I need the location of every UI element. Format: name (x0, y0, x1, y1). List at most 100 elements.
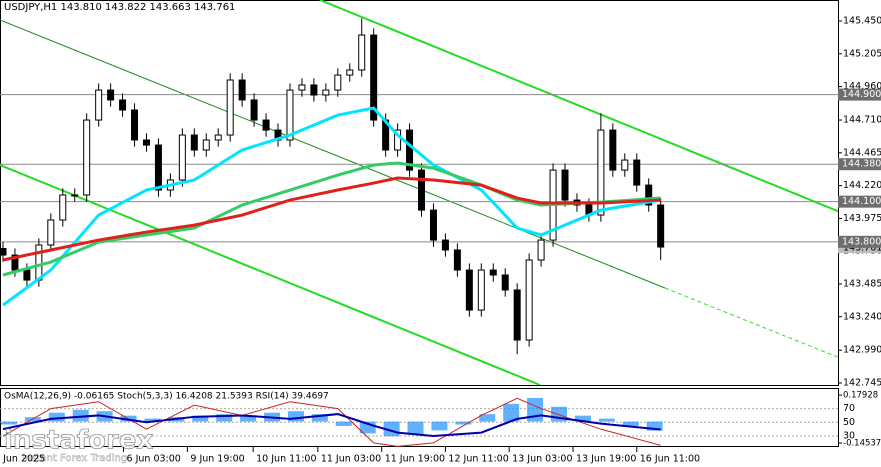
candle-body (537, 239, 545, 261)
x-tick-label: 6 Jun 03:00 (127, 454, 181, 465)
level-label: 143.800 (842, 236, 881, 247)
candle-body (657, 204, 665, 248)
osma-bar (48, 412, 65, 422)
osc-tick-label: 50 (843, 417, 855, 428)
trend-line (0, 19, 666, 289)
osma-bar (646, 421, 663, 431)
channel-upper (319, 0, 838, 213)
y-tick-label: 142.745 (843, 377, 881, 388)
candle-body (11, 254, 19, 271)
current-price-label: 143.761 (843, 243, 881, 254)
trend-line-projection (664, 287, 838, 358)
candle-body (394, 129, 402, 151)
y-tick-label: 144.465 (843, 147, 881, 158)
osma-bar (407, 421, 424, 435)
candle-body (513, 289, 521, 341)
watermark-brand: instaforex (4, 426, 154, 456)
candle-body (83, 119, 91, 196)
candle-body (238, 79, 246, 101)
level-box (838, 88, 881, 101)
x-tick-label: 16 Jun 11:00 (640, 454, 700, 465)
y-tick-label: 144.220 (843, 180, 881, 191)
candle-body (621, 159, 629, 171)
x-tick-label: 11 Jun 19:00 (385, 454, 445, 465)
osma-bar (192, 415, 209, 422)
osma-bar (144, 418, 161, 422)
moving-average (2, 176, 661, 262)
y-tick-label: 142.990 (843, 345, 881, 356)
candle-body (334, 74, 342, 91)
osma-bar (503, 403, 520, 422)
candle-body (59, 194, 67, 221)
candle-body (0, 248, 7, 256)
candle-body (453, 249, 461, 271)
indicator-plot (0, 397, 838, 447)
candle-body (358, 34, 366, 71)
level-box (838, 158, 881, 171)
candle-body (35, 244, 43, 281)
candle-body (71, 194, 79, 197)
x-tick-label: 9 Jun 19:00 (190, 454, 244, 465)
candle-body (489, 269, 497, 276)
level-label: 144.900 (842, 89, 881, 100)
y-tick-label: 143.975 (843, 213, 881, 224)
candle-body (645, 184, 653, 206)
y-tick-label: 143.240 (843, 311, 881, 322)
osma-bar (598, 418, 615, 422)
candle-body (142, 139, 150, 146)
candle-body (429, 209, 437, 241)
x-tick-label: 5 Jun 2025 (0, 454, 45, 465)
stoch-line (2, 397, 661, 447)
x-tick-label: 11 Jun 03:00 (321, 454, 381, 465)
candle-body (633, 159, 641, 186)
osma-bar (574, 415, 591, 422)
indicator-panel (0, 388, 839, 447)
candle-body (214, 134, 222, 141)
candle-body (465, 269, 473, 311)
watermark-tagline: Instant Forex Trading (22, 453, 127, 464)
y-tick-label: 145.205 (843, 48, 881, 59)
main-plot (0, 0, 838, 385)
osma-tick-label: -0.14537 (843, 439, 881, 449)
candle-body (262, 119, 270, 131)
candle-body (131, 109, 139, 141)
level-label: 144.380 (842, 159, 881, 170)
candle-body (178, 134, 186, 181)
candle-body (23, 269, 31, 281)
candle-body (441, 239, 449, 251)
osma-bar (431, 421, 448, 431)
level-box (838, 195, 881, 208)
osma-bar (359, 421, 376, 434)
candle-body (406, 129, 414, 171)
candle-body (298, 84, 306, 91)
candle-body (501, 274, 509, 291)
candle-body (154, 144, 162, 191)
moving-average (2, 106, 661, 307)
osma-bar (216, 414, 233, 422)
indicator-label: OsMA(12,26,9) -0.06165 Stoch(5,3,3) 16.4… (4, 392, 329, 402)
y-tick-label: 144.710 (843, 115, 881, 126)
osma-bar (335, 421, 352, 427)
candle-body (226, 79, 234, 136)
candle-body (119, 99, 127, 111)
moving-average (2, 161, 661, 277)
candle-body (47, 219, 55, 246)
osc-tick-label: 30 (843, 431, 855, 442)
candle-body (370, 34, 378, 121)
x-tick-label: 10 Jun 11:00 (256, 454, 316, 465)
candle-body (525, 259, 533, 341)
candle-body (597, 129, 605, 216)
candle-body (561, 169, 569, 201)
y-tick-label: 144.960 (843, 81, 881, 92)
candle-body (95, 89, 103, 121)
osc-tick-label: 70 (843, 403, 855, 414)
candle-body (418, 169, 426, 211)
candle-body (107, 89, 115, 101)
x-tick-label: 13 Jun 03:00 (512, 454, 572, 465)
osma-bar (287, 411, 304, 422)
rsi-line (2, 413, 661, 438)
osma-bar (0, 421, 17, 425)
x-tick-label: 13 Jun 19:00 (576, 454, 636, 465)
candle-body (286, 89, 294, 141)
